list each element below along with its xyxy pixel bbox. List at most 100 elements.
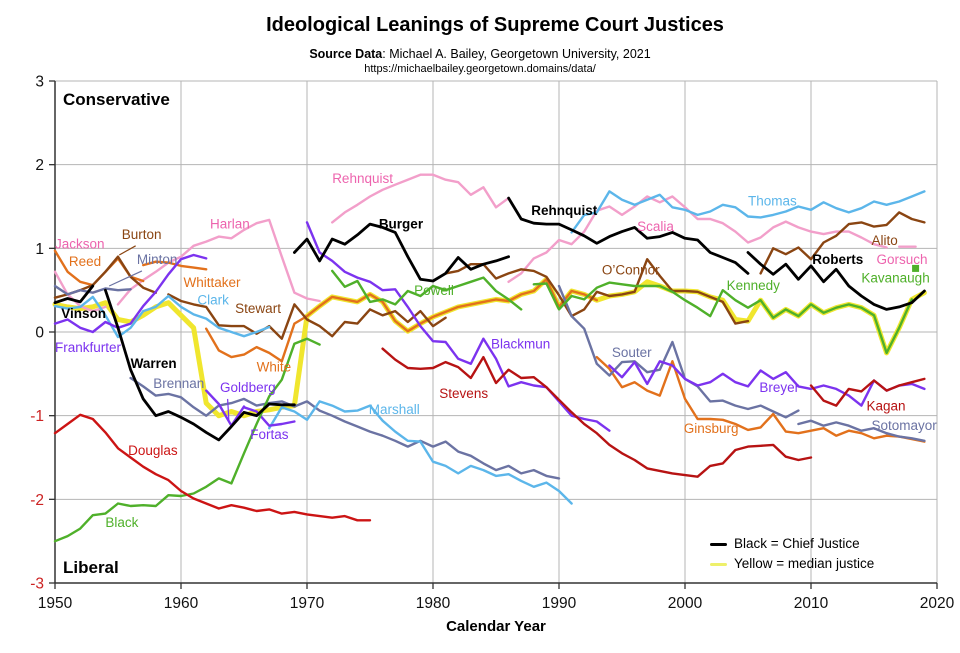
series-label-kagan: Kagan xyxy=(866,399,905,414)
x-tick-label-1990: 1990 xyxy=(542,595,577,612)
series-label-fortas: Fortas xyxy=(250,427,289,442)
series-label-stevens: Stevens xyxy=(439,386,488,401)
series-label-minton: Minton xyxy=(137,252,178,267)
series-line-powell xyxy=(331,269,523,311)
series-label-vinson: Vinson xyxy=(61,306,106,321)
x-tick-label-2020: 2020 xyxy=(920,595,955,612)
series-label-harlan: Harlan xyxy=(210,216,250,231)
series-label-burger: Burger xyxy=(379,216,424,231)
x-axis-title: Calendar Year xyxy=(446,618,546,635)
series-label-jackson: Jackson xyxy=(55,236,105,251)
legend-label-median: Yellow = median justice xyxy=(734,556,875,571)
series-line-white xyxy=(204,278,598,363)
series-line-stewart xyxy=(167,293,447,340)
series-line-warren xyxy=(104,288,296,442)
series-label-blackmun: Blackmun xyxy=(491,337,550,352)
series-line-clark xyxy=(53,294,271,339)
label-leader-minton xyxy=(108,270,143,287)
median-justice-swatch xyxy=(710,562,727,566)
series-label-alito: Alito xyxy=(871,233,897,248)
series-line-sotomayor xyxy=(797,419,926,442)
series-line-minton xyxy=(53,284,132,296)
series-line-kennedy xyxy=(532,281,913,355)
series-line-stevens xyxy=(381,347,813,478)
series-line-whittaker xyxy=(141,260,208,271)
series-label-reed: Reed xyxy=(69,254,101,269)
series-line-thomas xyxy=(570,190,926,234)
series-label-burton: Burton xyxy=(122,227,162,242)
y-tick-label-2: 2 xyxy=(35,157,44,174)
series-label-douglas: Douglas xyxy=(128,443,178,458)
series-label-black: Black xyxy=(105,515,138,530)
series-line-rehnquist-chief xyxy=(507,196,750,275)
series-line-frankfurter xyxy=(53,253,208,334)
y-tick-label--1: -1 xyxy=(30,408,44,425)
series-line-brennan xyxy=(129,376,561,480)
x-tick-label-2010: 2010 xyxy=(794,595,829,612)
y-tick-label-0: 0 xyxy=(35,325,44,342)
series-label-stewart: Stewart xyxy=(235,301,281,316)
y-tick-label--2: -2 xyxy=(30,492,44,509)
label-leader-burton xyxy=(118,245,136,256)
series-line-burger xyxy=(292,222,511,283)
series-label-warren: Warren xyxy=(131,356,177,371)
legend-row-median: Yellow = median justice xyxy=(710,554,874,574)
x-tick-label-1980: 1980 xyxy=(416,595,451,612)
series-label-kennedy: Kennedy xyxy=(727,278,781,293)
series-label-thomas: Thomas xyxy=(748,194,797,209)
series-line-fortas xyxy=(242,406,296,427)
source-url: https://michaelbailey.georgetown.domains… xyxy=(364,63,596,75)
series-line-harlan xyxy=(116,218,321,306)
series-label-brennan: Brennan xyxy=(153,376,204,391)
x-tick-label-2000: 2000 xyxy=(668,595,703,612)
series-label-souter: Souter xyxy=(612,345,652,360)
series-label-rehnquist-assoc: Rehnquist xyxy=(332,171,393,186)
chart-subtitle: Source Data: Michael A. Bailey, Georgeto… xyxy=(0,47,960,61)
series-line-marshall xyxy=(268,400,573,505)
legend: Black = Chief Justice Yellow = median ju… xyxy=(710,534,874,574)
series-label-white: White xyxy=(257,359,292,374)
series-label-gorsuch: Gorsuch xyxy=(877,252,928,267)
series-line-douglas xyxy=(53,413,372,522)
chief-justice-swatch xyxy=(710,542,727,546)
series-line-rehnquist-assoc xyxy=(331,173,510,224)
series-line-alito xyxy=(759,211,926,275)
series-label-roberts: Roberts xyxy=(812,252,863,267)
series-line-souter xyxy=(557,284,800,419)
series-line-goldberg xyxy=(204,389,246,427)
chart-title: Ideological Leanings of Supreme Court Ju… xyxy=(266,14,724,36)
series-label-frankfurter: Frankfurter xyxy=(55,340,122,355)
series-line-oconnor xyxy=(444,258,750,325)
label-leader-goldberg xyxy=(227,398,230,421)
series-label-scalia: Scalia xyxy=(637,219,674,234)
series-line-ginsburg xyxy=(595,355,926,443)
series-label-goldberg: Goldberg xyxy=(220,380,276,395)
series-label-powell: Powell xyxy=(414,283,454,298)
annotation-conservative: Conservative xyxy=(63,90,170,109)
annotation-liberal: Liberal xyxy=(63,558,119,577)
x-tick-label-1970: 1970 xyxy=(290,595,325,612)
series-line-kagan xyxy=(809,377,926,407)
legend-label-chief: Black = Chief Justice xyxy=(734,536,860,551)
series-label-clark: Clark xyxy=(197,292,229,307)
series-label-breyer: Breyer xyxy=(759,380,799,395)
x-tick-label-1960: 1960 xyxy=(164,595,199,612)
y-tick-label--3: -3 xyxy=(30,576,44,593)
source-data-label: Source Data xyxy=(309,47,383,61)
series-point-kavanaugh xyxy=(912,264,920,272)
series-label-rehnquist-chief: Rehnquist xyxy=(531,203,598,218)
series-line-vinson xyxy=(53,284,95,305)
x-tick-label-1950: 1950 xyxy=(38,595,73,612)
y-tick-label-3: 3 xyxy=(35,74,44,91)
series-label-oconnor: O’Connor xyxy=(602,262,660,277)
legend-row-chief: Black = Chief Justice xyxy=(710,534,874,554)
series-line-roberts xyxy=(746,251,926,311)
y-tick-label-1: 1 xyxy=(35,241,44,258)
source-data-text: : Michael A. Bailey, Georgetown Universi… xyxy=(382,47,651,61)
series-label-sotomayor: Sotomayor xyxy=(871,418,937,433)
series-line-breyer xyxy=(608,360,926,407)
series-line-scalia xyxy=(507,195,888,283)
series-label-whittaker: Whittaker xyxy=(184,275,242,290)
series-label-kavanaugh: Kavanaugh xyxy=(861,271,929,286)
series-label-ginsburg: Ginsburg xyxy=(684,421,739,436)
